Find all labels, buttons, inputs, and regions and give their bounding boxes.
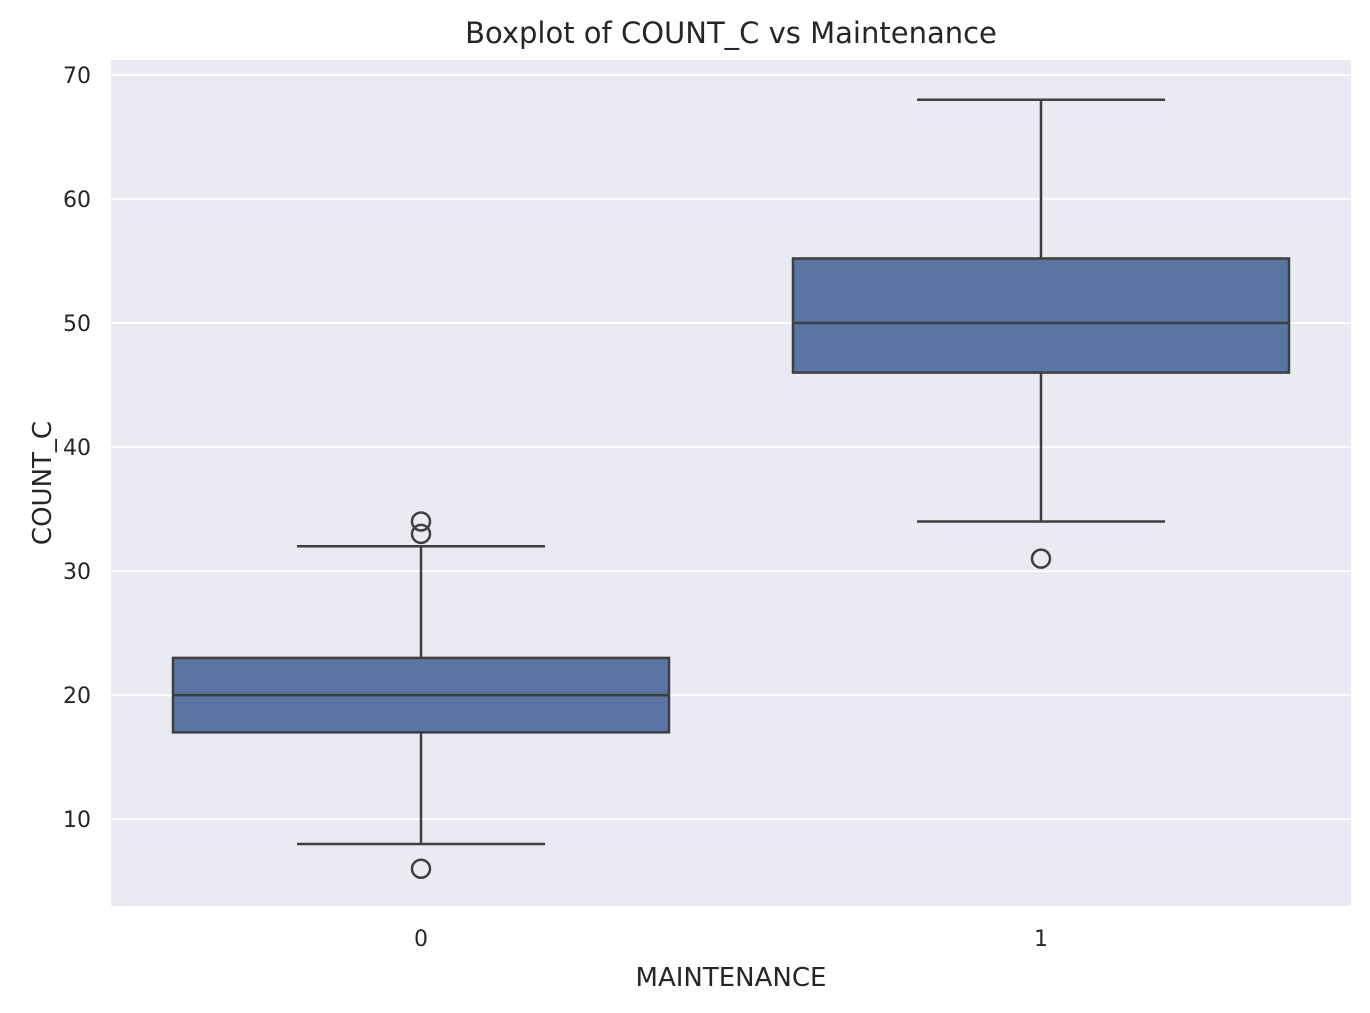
x-tick-label: 0: [414, 927, 428, 952]
y-tick-label: 40: [63, 436, 91, 461]
y-tick-label: 30: [63, 560, 91, 585]
iqr-box: [791, 257, 1291, 374]
box-group: [171, 511, 671, 880]
outlier-point: [410, 511, 432, 532]
y-axis-label: COUNT_C: [28, 421, 58, 545]
chart-title: Boxplot of COUNT_C vs Maintenance: [465, 16, 997, 50]
x-axis-label: MAINTENANCE: [636, 963, 827, 993]
y-tick-label: 10: [63, 808, 91, 833]
x-tick-label: 1: [1034, 927, 1048, 952]
y-tick-label: 60: [63, 188, 91, 213]
y-tick-labels: 10 20 30 40 50 60 70: [63, 64, 91, 833]
y-tick-label: 70: [63, 64, 91, 89]
box-group: [791, 98, 1291, 569]
y-tick-label: 20: [63, 684, 91, 709]
outlier-point: [410, 523, 432, 545]
y-tick-label: 50: [63, 312, 91, 337]
outlier-point: [410, 858, 432, 880]
outlier-point: [1030, 548, 1052, 569]
boxes: [171, 98, 1291, 880]
plot-background: [111, 60, 1351, 906]
